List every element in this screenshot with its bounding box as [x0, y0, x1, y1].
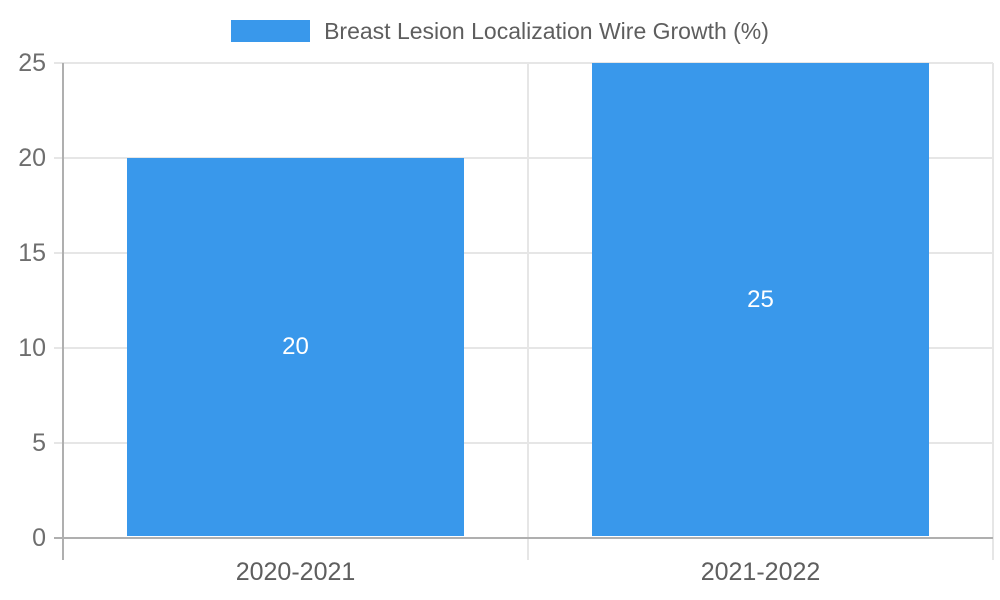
gridline-horizontal [54, 157, 993, 159]
gridline-horizontal [54, 347, 993, 349]
gridline-vertical [992, 63, 994, 560]
bar-value-label: 20 [282, 333, 309, 360]
plot-area: 20 25 [54, 62, 994, 560]
bar-value-label: 25 [747, 285, 774, 313]
y-axis-labels: 0 5 10 15 20 25 [0, 49, 46, 552]
legend-label: Breast Lesion Localization Wire Growth (… [324, 17, 769, 44]
gridline-horizontal [54, 62, 993, 64]
x-axis-line [54, 537, 993, 539]
chart-legend: Breast Lesion Localization Wire Growth (… [0, 16, 1000, 46]
y-tick-label: 25 [18, 49, 46, 77]
y-axis-line [62, 63, 64, 560]
y-tick-label: 15 [18, 239, 46, 267]
gridline-vertical [527, 63, 529, 560]
bar-2020-2021[interactable]: 20 [127, 158, 464, 536]
y-tick-label: 5 [32, 429, 46, 457]
y-tick-label: 10 [18, 334, 46, 362]
legend-swatch [231, 20, 311, 42]
gridline-horizontal [54, 252, 993, 254]
x-axis-labels: 2020-2021 2021-2022 [63, 558, 993, 587]
y-tick-label: 20 [18, 144, 46, 172]
gridline-horizontal [54, 442, 993, 444]
y-tick-label: 0 [32, 524, 46, 552]
bar-2021-2022[interactable]: 25 [592, 63, 929, 536]
x-axis-label: 2021-2022 [700, 558, 821, 586]
x-axis-label: 2020-2021 [235, 558, 356, 586]
